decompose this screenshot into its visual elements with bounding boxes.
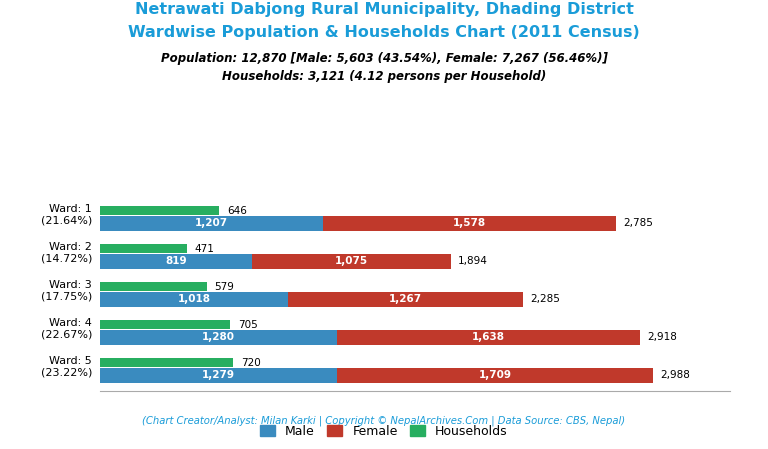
Text: 1,075: 1,075 bbox=[335, 256, 368, 266]
Text: 1,279: 1,279 bbox=[202, 370, 235, 380]
Bar bbox=[100, 207, 220, 215]
Text: 1,207: 1,207 bbox=[195, 219, 228, 229]
Text: 1,894: 1,894 bbox=[458, 256, 488, 266]
Text: 2,785: 2,785 bbox=[623, 219, 653, 229]
Text: 2,988: 2,988 bbox=[660, 370, 690, 380]
Text: 471: 471 bbox=[194, 243, 214, 254]
Bar bbox=[252, 254, 451, 269]
Bar bbox=[100, 254, 252, 269]
Bar bbox=[100, 320, 230, 329]
Bar bbox=[100, 330, 337, 345]
Text: Wardwise Population & Households Chart (2011 Census): Wardwise Population & Households Chart (… bbox=[128, 25, 640, 40]
Legend: Male, Female, Households: Male, Female, Households bbox=[255, 420, 513, 443]
Text: 1,638: 1,638 bbox=[472, 332, 505, 343]
Bar bbox=[100, 216, 323, 231]
Bar bbox=[100, 282, 207, 291]
Text: 646: 646 bbox=[227, 206, 247, 216]
Text: 819: 819 bbox=[165, 256, 187, 266]
Text: 1,709: 1,709 bbox=[478, 370, 511, 380]
Bar bbox=[100, 244, 187, 253]
Text: 1,267: 1,267 bbox=[389, 295, 422, 304]
Text: Netrawati Dabjong Rural Municipality, Dhading District: Netrawati Dabjong Rural Municipality, Dh… bbox=[134, 2, 634, 17]
Bar bbox=[323, 216, 616, 231]
Bar bbox=[100, 368, 336, 383]
Text: 705: 705 bbox=[238, 320, 257, 330]
Text: Population: 12,870 [Male: 5,603 (43.54%), Female: 7,267 (56.46%)]: Population: 12,870 [Male: 5,603 (43.54%)… bbox=[161, 52, 607, 65]
Text: 2,285: 2,285 bbox=[531, 295, 561, 304]
Text: 1,280: 1,280 bbox=[202, 332, 235, 343]
Bar bbox=[337, 330, 641, 345]
Bar bbox=[100, 292, 289, 307]
Bar bbox=[100, 358, 233, 367]
Text: 2,918: 2,918 bbox=[647, 332, 677, 343]
Text: 1,578: 1,578 bbox=[453, 219, 486, 229]
Text: 579: 579 bbox=[214, 282, 234, 291]
Text: 720: 720 bbox=[240, 357, 260, 368]
Text: (Chart Creator/Analyst: Milan Karki | Copyright © NepalArchives.Com | Data Sourc: (Chart Creator/Analyst: Milan Karki | Co… bbox=[142, 415, 626, 426]
Bar bbox=[289, 292, 523, 307]
Text: 1,018: 1,018 bbox=[177, 295, 210, 304]
Text: Households: 3,121 (4.12 persons per Household): Households: 3,121 (4.12 persons per Hous… bbox=[222, 70, 546, 83]
Bar bbox=[336, 368, 654, 383]
